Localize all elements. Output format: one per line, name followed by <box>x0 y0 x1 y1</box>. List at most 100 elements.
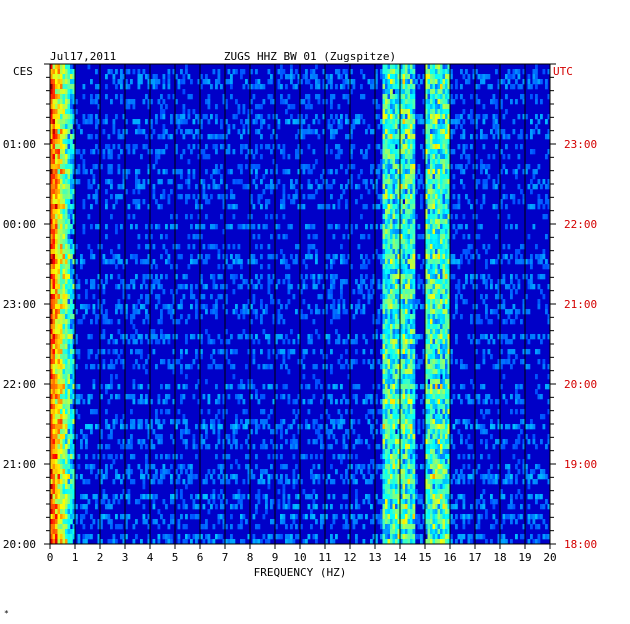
spectrogram-cell <box>67 244 71 250</box>
spectrogram-cell <box>147 354 151 360</box>
spectrogram-cell <box>385 139 388 145</box>
spectrogram-cell <box>435 69 438 75</box>
spectrogram-cell <box>55 394 58 400</box>
spectrogram-cell <box>142 364 146 370</box>
spectrogram-cell <box>412 319 416 325</box>
spectrogram-cell <box>547 134 551 140</box>
spectrogram-cell <box>105 199 108 205</box>
spectrogram-cell <box>155 304 158 310</box>
spectrogram-cell <box>287 289 291 295</box>
spectrogram-cell <box>470 274 473 280</box>
spectrogram-cell <box>280 314 283 320</box>
spectrogram-cell <box>72 89 76 95</box>
spectrogram-cell <box>445 314 448 320</box>
spectrogram-cell <box>322 364 326 370</box>
spectrogram-cell <box>530 204 533 210</box>
spectrogram-cell <box>545 194 548 200</box>
spectrogram-cell <box>392 334 396 340</box>
spectrogram-cell <box>110 179 113 185</box>
spectrogram-cell <box>115 229 118 235</box>
spectrogram-cell <box>430 274 433 280</box>
spectrogram-cell <box>402 229 406 235</box>
spectrogram-cell <box>102 319 106 325</box>
spectrogram-cell <box>182 394 186 400</box>
spectrogram-cell <box>385 264 388 270</box>
spectrogram-cell <box>445 104 448 110</box>
spectrogram-cell <box>432 244 436 250</box>
spectrogram-cell <box>112 259 116 265</box>
spectrogram-cell <box>155 224 158 230</box>
spectrogram-cell <box>452 259 456 265</box>
spectrogram-cell <box>317 279 321 285</box>
spectrogram-cell <box>180 174 183 180</box>
spectrogram-cell <box>502 274 506 280</box>
spectrogram-cell <box>132 189 136 195</box>
spectrogram-cell <box>400 109 403 115</box>
spectrogram-cell <box>305 104 308 110</box>
spectrogram-cell <box>475 199 478 205</box>
spectrogram-cell <box>410 379 413 385</box>
spectrogram-cell <box>425 79 428 85</box>
spectrogram-cell <box>430 159 433 165</box>
spectrogram-cell <box>67 199 71 205</box>
spectrogram-cell <box>140 79 143 85</box>
spectrogram-cell <box>60 184 63 190</box>
spectrogram-cell <box>405 89 408 95</box>
spectrogram-cell <box>407 109 411 115</box>
spectrogram-cell <box>510 224 513 230</box>
spectrogram-cell <box>120 224 123 230</box>
spectrogram-cell <box>390 304 393 310</box>
spectrogram-cell <box>387 234 391 240</box>
spectrogram-cell <box>240 164 243 170</box>
spectrogram-cell <box>540 99 543 105</box>
spectrogram-cell <box>490 354 493 360</box>
spectrogram-cell <box>185 339 188 345</box>
spectrogram-cell <box>62 384 66 390</box>
spectrogram-cell <box>412 139 416 145</box>
spectrogram-cell <box>387 304 391 310</box>
spectrogram-cell <box>217 394 221 400</box>
spectrogram-cell <box>65 294 68 300</box>
spectrogram-cell <box>215 119 218 125</box>
spectrogram-cell <box>402 144 406 150</box>
spectrogram-cell <box>427 309 431 315</box>
spectrogram-cell <box>132 364 136 370</box>
spectrogram-cell <box>380 159 383 165</box>
spectrogram-cell <box>57 284 61 290</box>
spectrogram-cell <box>525 164 528 170</box>
spectrogram-cell <box>342 304 346 310</box>
spectrogram-cell <box>122 169 126 175</box>
spectrogram-cell <box>62 379 66 385</box>
spectrogram-cell <box>70 269 73 275</box>
spectrogram-cell <box>342 309 346 315</box>
spectrogram-cell <box>407 339 411 345</box>
spectrogram-cell <box>537 394 541 400</box>
spectrogram-cell <box>392 94 396 100</box>
spectrogram-cell <box>65 219 68 225</box>
spectrogram-cell <box>387 69 391 75</box>
spectrogram-cell <box>105 279 108 285</box>
spectrogram-cell <box>70 159 73 165</box>
spectrogram-cell <box>377 359 381 365</box>
spectrogram-cell <box>62 249 66 255</box>
spectrogram-cell <box>337 124 341 130</box>
spectrogram-cell <box>482 199 486 205</box>
spectrogram-cell <box>332 274 336 280</box>
spectrogram-cell <box>432 104 436 110</box>
spectrogram-cell <box>67 334 71 340</box>
spectrogram-cell <box>535 349 538 355</box>
spectrogram-cell <box>155 264 158 270</box>
spectrogram-cell <box>350 79 353 85</box>
spectrogram-cell <box>442 284 446 290</box>
spectrogram-cell <box>432 69 436 75</box>
spectrogram-cell <box>387 89 391 95</box>
spectrogram-cell <box>132 399 136 405</box>
spectrogram-cell <box>397 234 401 240</box>
spectrogram-cell <box>392 79 396 85</box>
spectrogram-cell <box>50 344 53 350</box>
spectrogram-cell <box>197 134 201 140</box>
spectrogram-cell <box>460 164 463 170</box>
spectrogram-cell <box>495 204 498 210</box>
spectrogram-cell <box>77 354 81 360</box>
spectrogram-cell <box>197 154 201 160</box>
